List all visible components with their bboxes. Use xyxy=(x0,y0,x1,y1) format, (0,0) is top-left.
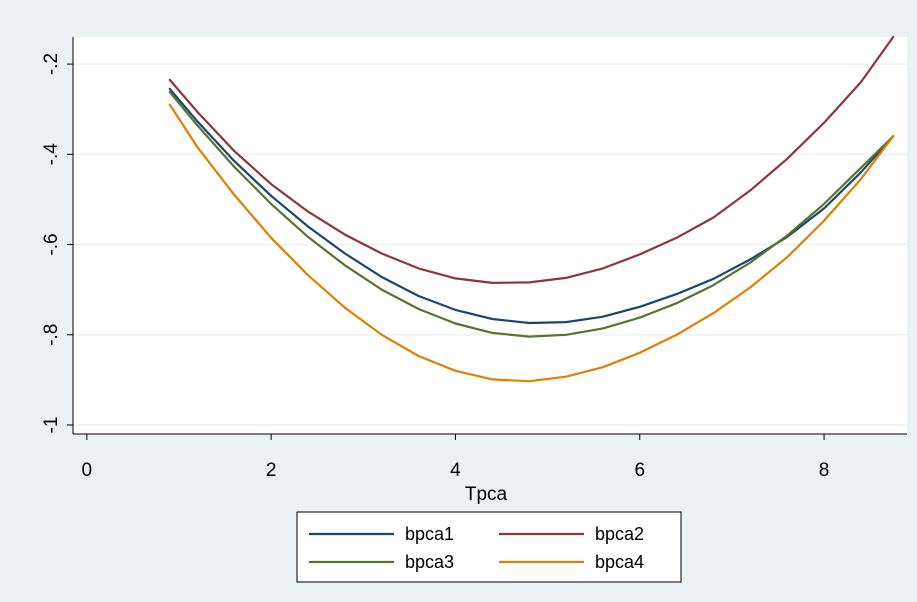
y-tick-label-3: -.8 xyxy=(41,324,62,346)
x-tick-label-1: 2 xyxy=(266,460,277,481)
legend: bpca1 bpca2 bpca3 bpca4 xyxy=(296,511,682,583)
y-tick-label-2: -.6 xyxy=(41,233,62,255)
x-tick-label-0: 0 xyxy=(82,460,93,481)
gridlines xyxy=(73,63,907,426)
legend-label-bpca4: bpca4 xyxy=(595,552,644,572)
legend-label-bpca3: bpca3 xyxy=(405,552,454,572)
series-line-bpca2 xyxy=(168,35,895,284)
plot-area xyxy=(73,37,907,434)
series-line-bpca3 xyxy=(168,90,895,338)
legend-box xyxy=(296,511,682,583)
axes: -.2 -.4 -.6 -.8 -1 0 2 4 6 8 xyxy=(41,37,907,481)
series-line-bpca4 xyxy=(168,103,895,383)
legend-label-bpca1: bpca1 xyxy=(405,524,454,544)
y-tick-label-4: -1 xyxy=(41,417,62,434)
x-tick-label-3: 6 xyxy=(634,460,645,481)
legend-label-bpca2: bpca2 xyxy=(595,524,644,544)
series-lines xyxy=(168,35,895,383)
y-tick-label-1: -.4 xyxy=(41,143,62,166)
x-tick-label-4: 8 xyxy=(819,460,830,481)
x-tick-label-2: 4 xyxy=(450,460,461,481)
x-axis-title: Tpca xyxy=(465,484,508,505)
y-tick-label-0: -.2 xyxy=(41,53,62,75)
